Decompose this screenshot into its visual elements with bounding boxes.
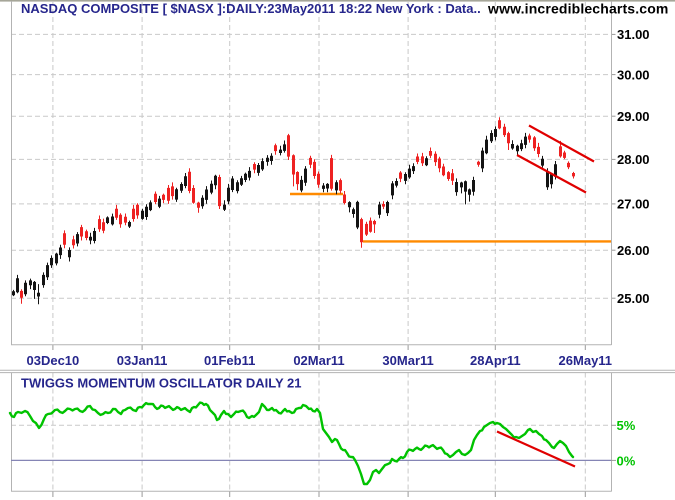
svg-text:30Mar11: 30Mar11 <box>382 353 433 368</box>
svg-text:28.00: 28.00 <box>617 152 650 167</box>
svg-text:27.00: 27.00 <box>617 197 650 212</box>
svg-text:0%: 0% <box>617 453 636 468</box>
svg-text:31.00: 31.00 <box>617 27 650 42</box>
svg-text:29.00: 29.00 <box>617 109 650 124</box>
svg-text:03Jan11: 03Jan11 <box>117 353 168 368</box>
svg-text:01Feb11: 01Feb11 <box>204 353 255 368</box>
svg-text:NASDAQ COMPOSITE [ $NASX ]:DAI: NASDAQ COMPOSITE [ $NASX ]:DAILY:23May20… <box>21 1 481 16</box>
svg-text:26May11: 26May11 <box>559 353 613 368</box>
svg-text:www.incrediblecharts.com: www.incrediblecharts.com <box>487 0 668 16</box>
svg-text:5%: 5% <box>617 418 636 433</box>
svg-text:TWIGGS MOMENTUM OSCILLATOR DAI: TWIGGS MOMENTUM OSCILLATOR DAILY 21 <box>21 375 301 390</box>
svg-text:03Dec10: 03Dec10 <box>27 353 80 368</box>
svg-text:26.00: 26.00 <box>617 243 650 258</box>
svg-text:25.00: 25.00 <box>617 291 650 306</box>
svg-text:28Apr11: 28Apr11 <box>470 353 521 368</box>
svg-text:02Mar11: 02Mar11 <box>293 353 344 368</box>
svg-text:30.00: 30.00 <box>617 67 650 82</box>
